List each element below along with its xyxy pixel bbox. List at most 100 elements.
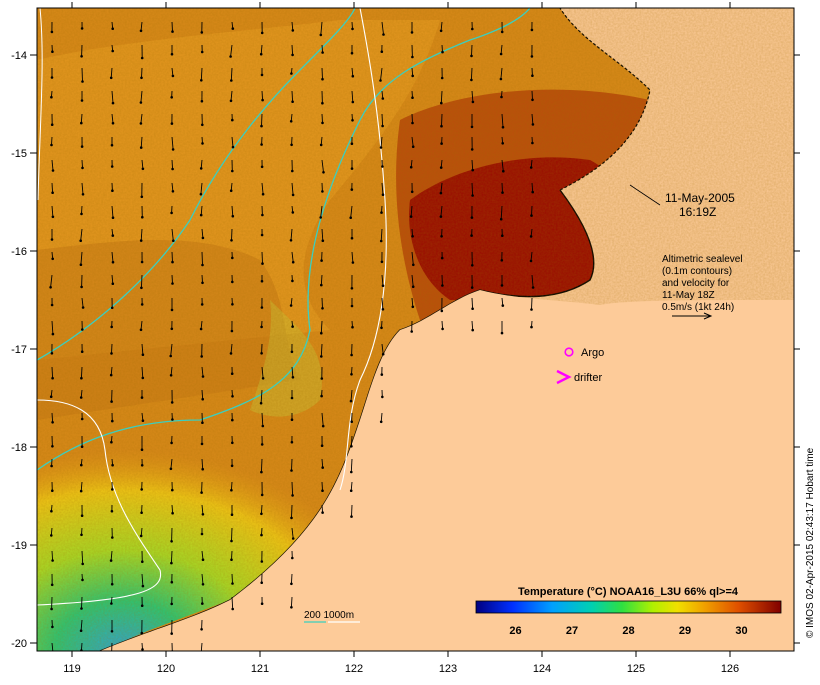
velocity-arrow-head — [260, 125, 263, 128]
velocity-arrow-head — [290, 517, 293, 520]
velocity-arrow-head — [230, 100, 233, 103]
lon-label: 122 — [345, 663, 363, 675]
velocity-arrow — [291, 574, 292, 584]
velocity-arrow-head — [260, 534, 263, 537]
velocity-arrow-head — [262, 193, 265, 196]
velocity-arrow-head — [261, 443, 264, 446]
velocity-arrow-head — [171, 328, 174, 331]
velocity-arrow-head — [112, 261, 115, 264]
velocity-arrow — [232, 551, 233, 560]
velocity-arrow-head — [260, 471, 263, 474]
velocity-arrow-head — [260, 402, 263, 405]
velocity-arrow-head — [440, 102, 443, 105]
velocity-arrow-head — [230, 558, 233, 561]
velocity-arrow-head — [471, 169, 474, 172]
velocity-arrow-head — [201, 282, 204, 285]
velocity-arrow — [471, 68, 472, 80]
velocity-arrow-head — [440, 192, 443, 195]
velocity-arrow — [292, 459, 293, 471]
velocity-arrow-head — [231, 395, 234, 398]
velocity-arrow-head — [260, 581, 263, 584]
velocity-arrow-head — [232, 146, 235, 149]
velocity-arrow-head — [51, 123, 54, 126]
velocity-arrow-head — [501, 284, 504, 287]
velocity-arrow-head — [200, 355, 203, 358]
velocity-arrow-head — [471, 194, 474, 197]
velocity-arrow — [52, 551, 53, 561]
velocity-arrow-head — [141, 396, 144, 399]
lon-label: 121 — [251, 663, 269, 675]
velocity-arrow — [351, 436, 352, 446]
lat-label: -16 — [11, 246, 27, 258]
velocity-arrow-head — [141, 648, 144, 651]
velocity-arrow-head — [81, 27, 84, 30]
velocity-arrow-head — [412, 306, 415, 309]
velocity-arrow-head — [351, 188, 354, 191]
velocity-arrow-head — [261, 494, 264, 497]
velocity-arrow-head — [291, 54, 294, 57]
velocity-arrow-head — [321, 122, 324, 125]
velocity-arrow-head — [169, 355, 172, 358]
velocity-arrow-head — [380, 327, 383, 330]
velocity-arrow-head — [471, 307, 474, 310]
velocity-arrow-head — [142, 585, 145, 588]
velocity-arrow-head — [51, 377, 54, 380]
lat-label: -14 — [11, 50, 27, 62]
velocity-arrow-head — [50, 510, 53, 513]
velocity-arrow-head — [350, 471, 353, 474]
velocity-arrow-head — [530, 326, 533, 329]
velocity-arrow-head — [379, 79, 382, 82]
velocity-arrow-head — [171, 512, 174, 515]
velocity-arrow-head — [200, 167, 203, 170]
velocity-arrow — [82, 68, 83, 82]
velocity-arrow-head — [261, 280, 264, 283]
velocity-arrow-head — [171, 53, 174, 56]
velocity-arrow-head — [140, 239, 143, 242]
velocity-arrow-head — [440, 215, 443, 218]
velocity-arrow-head — [412, 264, 415, 267]
velocity-arrow-head — [141, 448, 144, 451]
velocity-arrow-head — [321, 102, 324, 105]
velocity-arrow-head — [51, 352, 54, 355]
velocity-arrow-head — [322, 425, 325, 428]
velocity-arrow-head — [50, 395, 53, 398]
velocity-arrow-head — [200, 214, 203, 217]
velocity-arrow-head — [231, 582, 234, 585]
velocity-arrow-head — [382, 97, 385, 100]
velocity-arrow-head — [140, 146, 143, 149]
velocity-arrow-head — [292, 537, 295, 540]
velocity-arrow-head — [141, 604, 144, 607]
velocity-arrow-head — [230, 239, 233, 242]
velocity-arrow-head — [202, 237, 205, 240]
velocity-arrow-head — [200, 491, 203, 494]
velocity-arrow-head — [81, 514, 84, 517]
velocity-arrow — [292, 482, 293, 495]
velocity-arrow-head — [51, 304, 54, 307]
velocity-arrow-head — [170, 442, 173, 445]
velocity-arrow-head — [79, 239, 82, 242]
velocity-arrow-head — [230, 352, 233, 355]
velocity-arrow-head — [411, 96, 414, 99]
velocity-arrow-head — [111, 488, 114, 491]
velocity-arrow-head — [320, 259, 323, 262]
velocity-arrow-head — [81, 80, 84, 83]
velocity-arrow-head — [140, 488, 143, 491]
velocity-arrow-head — [470, 55, 473, 58]
bathymetry-legend: 200 1000m — [304, 610, 360, 622]
velocity-arrow-head — [142, 168, 145, 171]
velocity-arrow — [142, 68, 143, 78]
velocity-arrow-head — [530, 260, 533, 263]
velocity-arrow-head — [231, 257, 234, 260]
velocity-arrow-head — [501, 142, 504, 145]
velocity-arrow-head — [410, 166, 413, 169]
velocity-arrow-head — [290, 583, 293, 586]
lat-label: -15 — [11, 148, 27, 160]
velocity-arrow-head — [291, 280, 294, 283]
velocity-arrow-head — [319, 216, 322, 219]
velocity-arrow-head — [531, 74, 534, 77]
velocity-arrow-head — [532, 123, 535, 126]
velocity-arrow — [141, 275, 142, 288]
velocity-arrow-head — [291, 418, 294, 421]
velocity-arrow-head — [231, 372, 234, 375]
velocity-arrow-head — [260, 326, 263, 329]
